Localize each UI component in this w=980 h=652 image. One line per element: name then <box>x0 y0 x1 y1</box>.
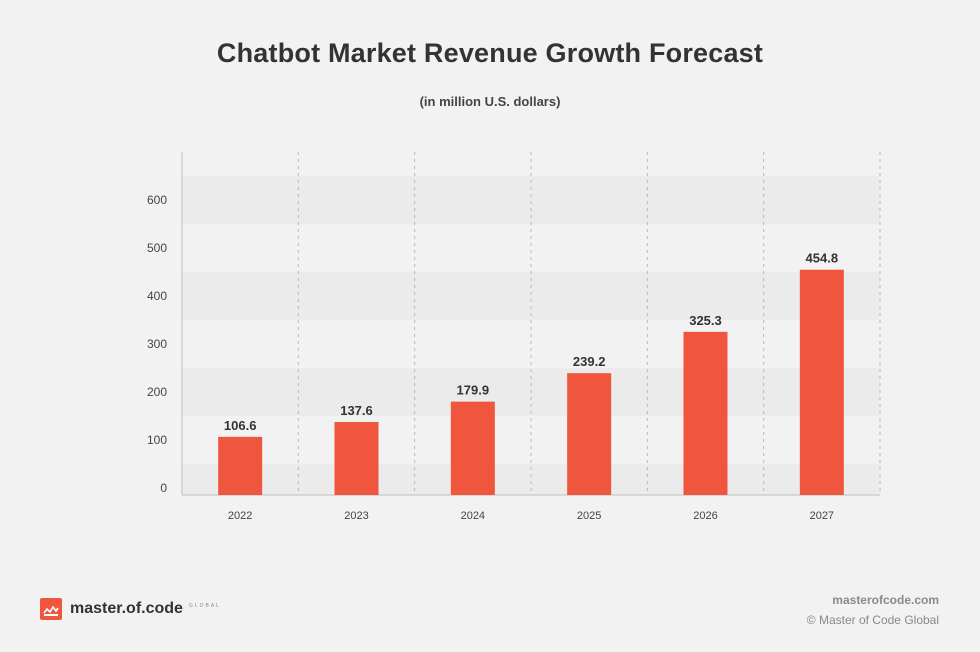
x-tick-label: 2027 <box>810 510 834 522</box>
footer-credits: masterofcode.com © Master of Code Global <box>807 590 939 630</box>
y-tick-label: 0 <box>160 481 167 495</box>
y-tick-label: 500 <box>147 241 167 255</box>
x-tick-label: 2022 <box>228 510 252 522</box>
bar-value-label: 454.8 <box>806 251 839 266</box>
bar <box>450 401 495 495</box>
x-tick-label: 2024 <box>461 510 485 522</box>
chart-subtitle: (in million U.S. dollars) <box>419 94 561 109</box>
brand-tag: GLOBAL <box>188 603 221 609</box>
brand-logo-lockup: master.of.code GLOBAL <box>40 598 221 620</box>
bar-value-label: 239.2 <box>573 354 606 369</box>
chart-title: Chatbot Market Revenue Growth Forecast <box>216 38 764 68</box>
y-tick-label: 600 <box>147 193 167 207</box>
y-tick-label: 300 <box>147 337 167 351</box>
bar-value-label: 325.3 <box>689 313 722 328</box>
x-tick-label: 2023 <box>344 510 368 522</box>
bar-value-label: 106.6 <box>224 418 257 433</box>
footer-copyright: © Master of Code Global <box>806 613 939 627</box>
bar-value-label: 179.9 <box>457 383 490 398</box>
bar <box>567 373 612 495</box>
y-tick-label: 400 <box>147 289 167 303</box>
brand-name: master.of.code <box>70 600 183 617</box>
y-tick-label: 100 <box>147 433 167 447</box>
brand-logo-icon <box>40 598 62 620</box>
bar <box>334 421 379 495</box>
bar-value-label: 137.6 <box>340 403 373 418</box>
bar <box>799 269 844 495</box>
y-tick-label: 200 <box>147 385 167 399</box>
x-tick-label: 2026 <box>693 510 717 522</box>
bar <box>218 436 263 495</box>
bar <box>683 331 728 495</box>
x-tick-label: 2025 <box>577 510 601 522</box>
bar-chart: 0 100 200 300 400 500 600 106.6 2022 137.6 2023 179… <box>147 152 881 522</box>
footer-site[interactable]: masterofcode.com <box>832 593 939 607</box>
